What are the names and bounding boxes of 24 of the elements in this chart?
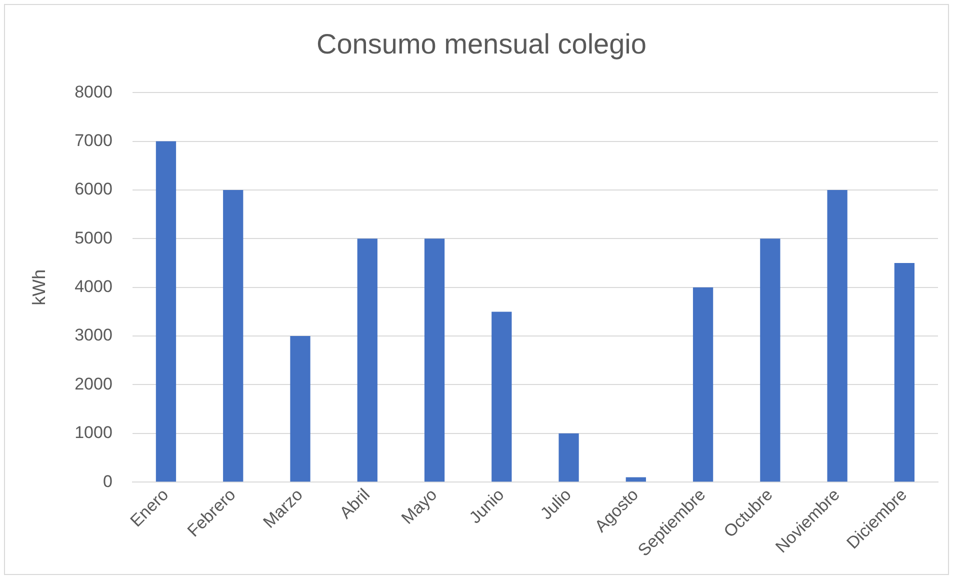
y-tick-label: 7000 (74, 130, 112, 150)
bar (692, 287, 714, 482)
chart-title: Consumo mensual colegio (316, 28, 646, 60)
bar (424, 238, 445, 482)
y-tick-label: 1000 (74, 423, 112, 442)
bar (626, 477, 646, 482)
y-tick-label: 8000 (74, 82, 112, 102)
y-tick-label: 3000 (74, 326, 112, 345)
bar (223, 190, 244, 482)
y-tick-label: 4000 (74, 277, 112, 296)
bar (156, 141, 176, 482)
x-tick-label: Julio (536, 485, 575, 524)
bar (357, 238, 378, 482)
y-tick-label: 2000 (74, 374, 112, 394)
bar (492, 312, 512, 482)
bar (760, 238, 780, 482)
y-tick-label: 0 (102, 472, 112, 491)
bar (290, 336, 310, 482)
y-tick-label: 6000 (74, 180, 112, 199)
y-tick-label: 5000 (74, 228, 112, 248)
y-axis-title: kWh (28, 269, 49, 306)
bar (894, 263, 915, 482)
bar (827, 190, 848, 482)
bar (558, 433, 579, 482)
